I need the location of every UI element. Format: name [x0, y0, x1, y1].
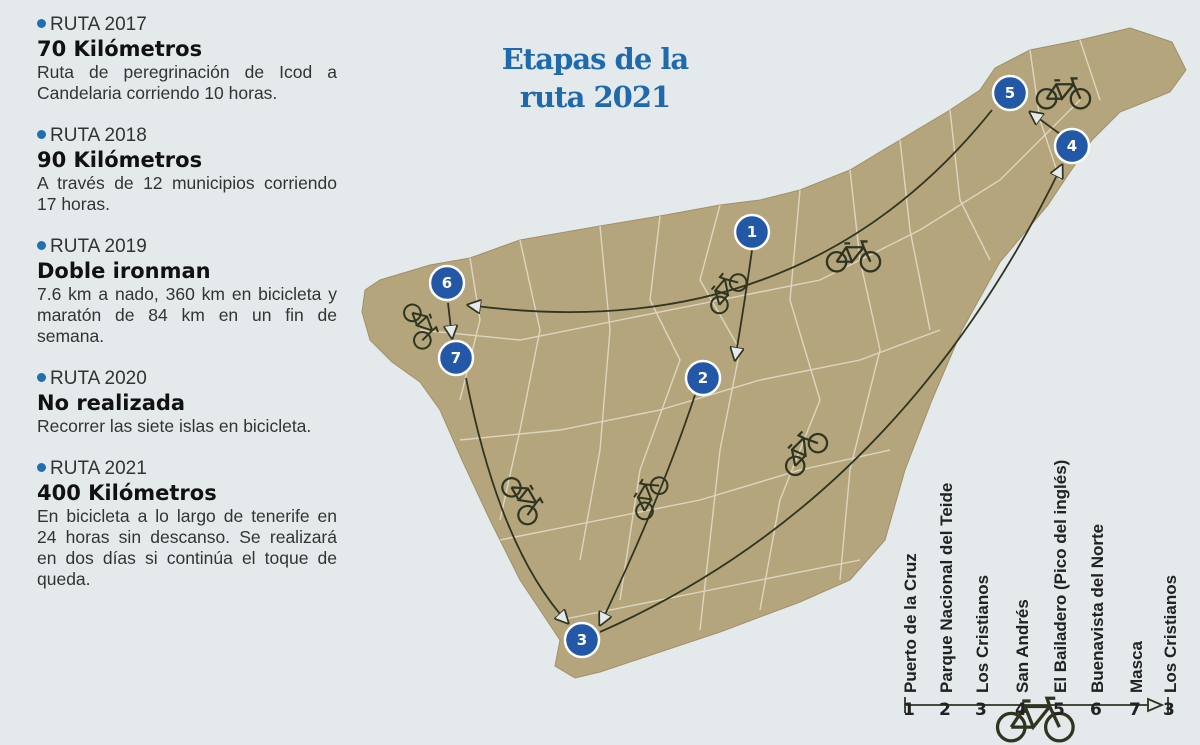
- routes-history: RUTA 2017 70 Kilómetros Ruta de peregrin…: [37, 14, 337, 611]
- marker-number: 5: [1005, 84, 1015, 102]
- legend-stop-number: 2: [939, 700, 951, 720]
- route-6-7: [448, 302, 452, 338]
- marker-circle: [428, 264, 466, 302]
- route-year-label: RUTA 2017: [50, 14, 147, 35]
- stage-marker-1: 1: [733, 213, 771, 251]
- route-year-label: RUTA 2019: [50, 236, 147, 257]
- legend-stop-name: Los Cristianos: [1161, 574, 1180, 693]
- legend-stop-number: 7: [1129, 700, 1141, 720]
- stage-marker-6: 6: [428, 264, 466, 302]
- stage-markers: 1 2 3 4 5 6 7: [428, 74, 1091, 659]
- route-headline: Doble ironman: [37, 259, 211, 283]
- route-description: A través de 12 municipios corriendo 17 h…: [37, 173, 337, 214]
- marker-circle: [437, 339, 475, 377]
- route-description: 7.6 km a nado, 360 km en bicicleta y mar…: [37, 284, 337, 346]
- stage-marker-3: 3: [563, 621, 601, 659]
- route-entry: RUTA 2019 Doble ironman 7.6 km a nado, 3…: [37, 236, 337, 347]
- stage-marker-2: 2: [684, 359, 722, 397]
- route-year: RUTA 2020: [37, 368, 337, 390]
- route-arrows: [448, 109, 1062, 633]
- route-entry: RUTA 2021 400 Kilómetros En bicicleta a …: [37, 458, 337, 590]
- bullet-icon: [37, 373, 46, 382]
- map-title: Etapas de la ruta 2021: [501, 42, 689, 114]
- route-description: En bicicleta a lo largo de tenerife en 2…: [37, 506, 337, 589]
- bullet-icon: [37, 130, 46, 139]
- route-entry: RUTA 2018 90 Kilómetros A través de 12 m…: [37, 125, 337, 215]
- marker-number: 4: [1067, 137, 1077, 155]
- route-headline: No realizada: [37, 391, 186, 415]
- legend-stop-number: 5: [1053, 700, 1065, 720]
- route-2-3: [600, 394, 696, 625]
- route-3-4: [599, 165, 1062, 633]
- legend-stop-name: San Andrés: [1013, 599, 1032, 693]
- route-year-label: RUTA 2020: [50, 368, 147, 389]
- legend-stop-name: Buenavista del Norte: [1088, 523, 1107, 693]
- marker-number: 2: [698, 369, 708, 387]
- marker-number: 6: [442, 274, 452, 292]
- route-year: RUTA 2021: [37, 458, 337, 480]
- route-entry: RUTA 2017 70 Kilómetros Ruta de peregrin…: [37, 14, 337, 104]
- route-entry: RUTA 2020 No realizada Recorrer las siet…: [37, 368, 337, 437]
- bullet-icon: [37, 19, 46, 28]
- route-1-2: [735, 249, 753, 360]
- marker-circle: [1053, 127, 1091, 165]
- route-year-label: RUTA 2018: [50, 125, 147, 146]
- legend-stop-name: Masca: [1127, 641, 1146, 693]
- route-headline: 400 Kilómetros: [37, 481, 217, 505]
- route-headline: 70 Kilómetros: [37, 37, 203, 61]
- legend-timeline: [904, 696, 1169, 743]
- bullet-icon: [37, 463, 46, 472]
- route-description: Recorrer las siete islas en bicicleta.: [37, 416, 312, 436]
- legend-stop-name: Puerto de la Cruz: [901, 553, 920, 693]
- stage-marker-7: 7: [437, 339, 475, 377]
- marker-circle: [733, 213, 771, 251]
- marker-circle: [563, 621, 601, 659]
- route-4-5: [1030, 112, 1061, 135]
- legend-stop-number: 3: [975, 700, 987, 720]
- legend-stop-number: 1: [903, 700, 915, 720]
- route-5-6: [468, 109, 993, 312]
- marker-number: 7: [451, 349, 461, 367]
- stage-marker-5: 5: [991, 74, 1029, 112]
- marker-number: 1: [747, 223, 757, 241]
- legend-stop-name: El Bailadero (Pico del inglés): [1051, 459, 1070, 693]
- bullet-icon: [37, 241, 46, 250]
- route-7-3: [465, 377, 568, 623]
- stage-marker-4: 4: [1053, 127, 1091, 165]
- legend-stop-number: 6: [1090, 700, 1102, 720]
- route-year: RUTA 2019: [37, 236, 337, 258]
- legend-stop-name: Los Cristianos: [973, 574, 992, 693]
- island-shape: [361, 27, 1187, 679]
- route-year-label: RUTA 2021: [50, 458, 147, 479]
- marker-circle: [684, 359, 722, 397]
- legend-stop-number: 4: [1015, 700, 1027, 720]
- route-year: RUTA 2017: [37, 14, 337, 36]
- marker-circle: [991, 74, 1029, 112]
- legend-stop-number: 3: [1163, 700, 1175, 720]
- route-description: Ruta de peregrinación de Icod a Candelar…: [37, 62, 337, 103]
- route-headline: 90 Kilómetros: [37, 148, 203, 172]
- marker-number: 3: [577, 631, 587, 649]
- route-year: RUTA 2018: [37, 125, 337, 147]
- legend-stop-name: Parque Nacional del Teide: [937, 482, 956, 693]
